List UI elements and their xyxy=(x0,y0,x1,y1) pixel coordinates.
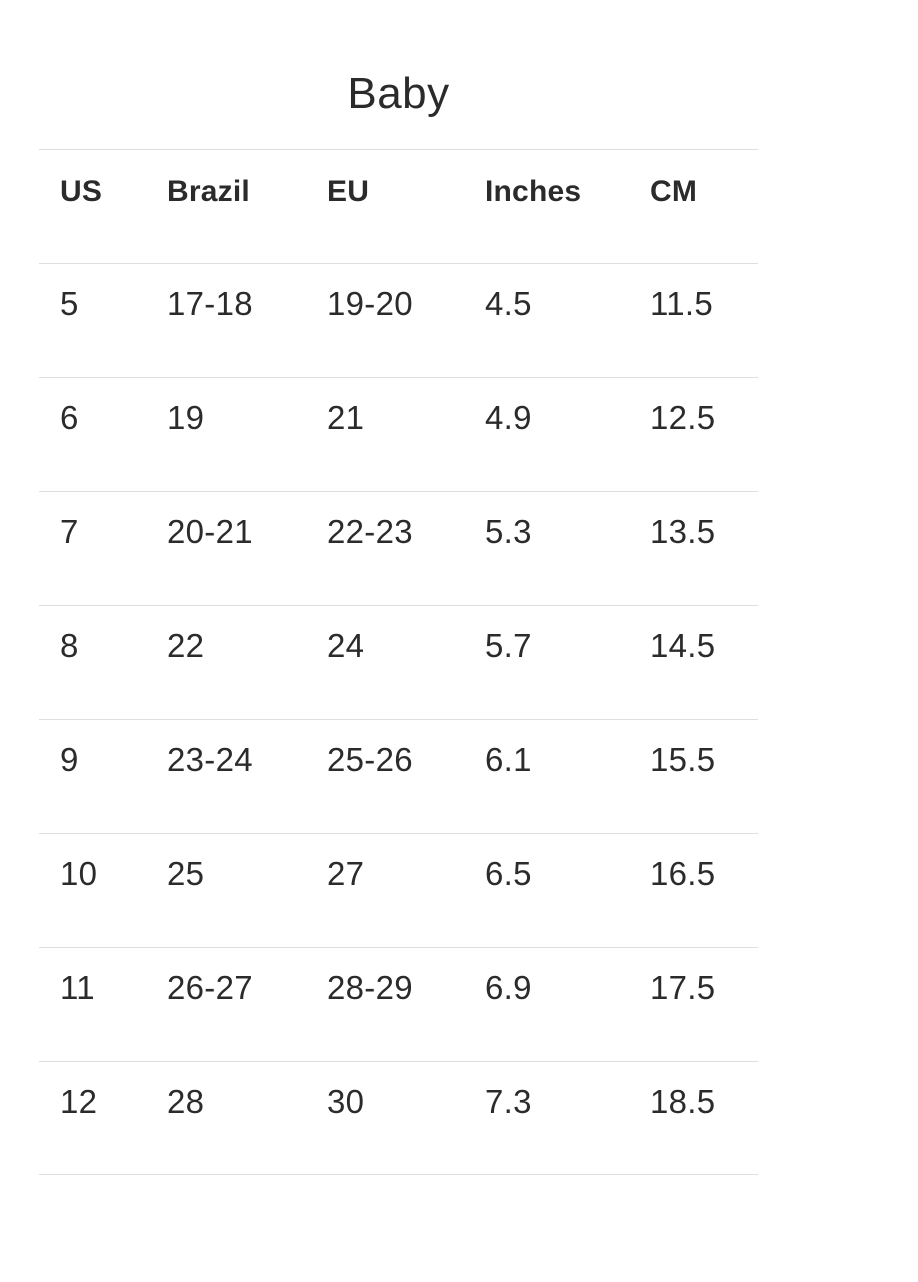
table-row: 8 22 24 5.7 14.5 xyxy=(39,605,758,719)
table-cell-brazil: 23-24 xyxy=(167,741,253,778)
header-cell-eu: EU xyxy=(327,175,370,208)
table-row: 10 25 27 6.5 16.5 xyxy=(39,833,758,947)
table-cell-us: 9 xyxy=(60,741,79,778)
table-cell-inches: 4.5 xyxy=(485,285,532,322)
table-header-row: US Brazil EU Inches CM xyxy=(39,149,758,263)
table-cell-inches: 6.9 xyxy=(485,969,532,1006)
header-cell-cm: CM xyxy=(650,175,698,208)
table-cell-inches: 4.9 xyxy=(485,399,532,436)
table-row: 7 20-21 22-23 5.3 13.5 xyxy=(39,491,758,605)
table-cell-inches: 5.7 xyxy=(485,627,532,664)
table-cell-inches: 6.5 xyxy=(485,855,532,892)
size-table: US Brazil EU Inches CM 5 17-18 19-20 4.5… xyxy=(39,149,758,1175)
table-row: 5 17-18 19-20 4.5 11.5 xyxy=(39,263,758,377)
table-cell-us: 11 xyxy=(60,969,95,1006)
table-cell-eu: 24 xyxy=(327,627,365,664)
table-cell-cm: 14.5 xyxy=(650,627,716,664)
table-cell-us: 5 xyxy=(60,285,79,322)
table-cell-eu: 22-23 xyxy=(327,513,413,550)
table-cell-inches: 5.3 xyxy=(485,513,532,550)
header-cell-brazil: Brazil xyxy=(167,175,250,208)
page-title: Baby xyxy=(347,69,450,118)
table-cell-brazil: 25 xyxy=(167,855,205,892)
table-cell-brazil: 19 xyxy=(167,399,205,436)
table-cell-us: 10 xyxy=(60,855,98,892)
table-cell-eu: 27 xyxy=(327,855,365,892)
table-cell-brazil: 28 xyxy=(167,1083,205,1120)
table-row: 6 19 21 4.9 12.5 xyxy=(39,377,758,491)
table-cell-cm: 16.5 xyxy=(650,855,716,892)
table-cell-brazil: 22 xyxy=(167,627,205,664)
table-row: 9 23-24 25-26 6.1 15.5 xyxy=(39,719,758,833)
table-cell-cm: 15.5 xyxy=(650,741,716,778)
table-cell-eu: 28-29 xyxy=(327,969,413,1006)
header-cell-inches: Inches xyxy=(485,175,582,208)
size-chart-section: Baby US Brazil EU Inches CM 5 17-18 19-2… xyxy=(39,70,758,1175)
table-cell-cm: 13.5 xyxy=(650,513,716,550)
table-cell-brazil: 20-21 xyxy=(167,513,253,550)
table-cell-eu: 25-26 xyxy=(327,741,413,778)
table-cell-us: 12 xyxy=(60,1083,98,1120)
table-row: 11 26-27 28-29 6.9 17.5 xyxy=(39,947,758,1061)
table-cell-cm: 11.5 xyxy=(650,285,713,322)
table-cell-us: 7 xyxy=(60,513,79,550)
table-cell-inches: 7.3 xyxy=(485,1083,532,1120)
table-cell-brazil: 17-18 xyxy=(167,285,253,322)
table-cell-us: 8 xyxy=(60,627,79,664)
table-row: 12 28 30 7.3 18.5 xyxy=(39,1061,758,1175)
table-cell-cm: 17.5 xyxy=(650,969,716,1006)
table-cell-inches: 6.1 xyxy=(485,741,532,778)
table-cell-brazil: 26-27 xyxy=(167,969,253,1006)
table-cell-us: 6 xyxy=(60,399,79,436)
header-cell-us: US xyxy=(60,175,103,208)
table-cell-cm: 12.5 xyxy=(650,399,716,436)
table-cell-eu: 21 xyxy=(327,399,365,436)
table-cell-cm: 18.5 xyxy=(650,1083,716,1120)
table-cell-eu: 30 xyxy=(327,1083,365,1120)
table-cell-eu: 19-20 xyxy=(327,285,413,322)
